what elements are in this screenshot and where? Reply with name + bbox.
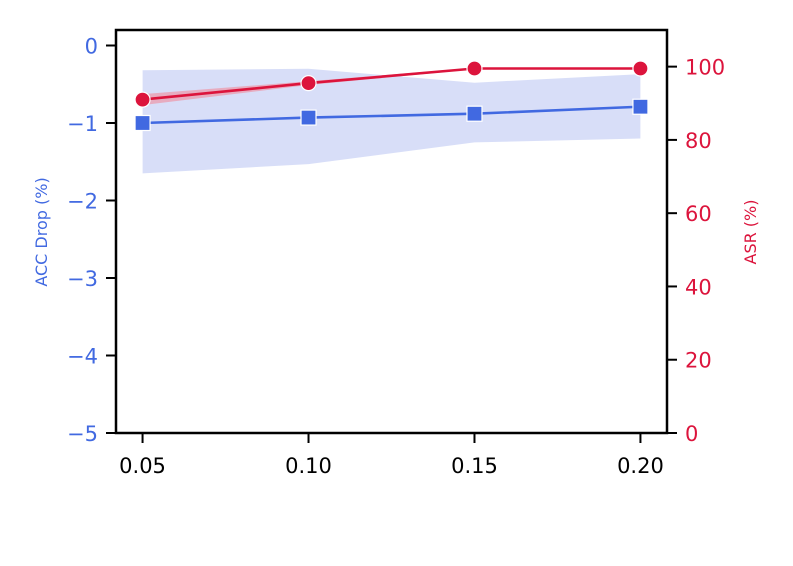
left-tick-label: −4 xyxy=(67,345,98,369)
x-tick-label: 0.15 xyxy=(451,454,498,478)
x-tick-label: 0.10 xyxy=(285,454,332,478)
left-axis-label: ACC Drop (%) xyxy=(32,177,51,286)
line-left xyxy=(142,105,641,125)
point-square-2 xyxy=(466,105,483,122)
right-tick-label: 80 xyxy=(685,129,712,153)
right-tick-label: 40 xyxy=(685,275,712,299)
right-axis-ticks: 0 20 40 60 80 100 xyxy=(667,56,725,446)
right-axis-label: ASR (%) xyxy=(741,200,760,265)
right-tick-label: 60 xyxy=(685,202,712,226)
point-circle-0 xyxy=(134,91,151,108)
left-tick-label: −3 xyxy=(67,267,98,291)
line-right xyxy=(142,67,641,101)
x-tick-label: 0.05 xyxy=(119,454,166,478)
x-axis-ticks: 0.05 0.10 0.15 0.20 xyxy=(119,433,664,478)
point-circle-3 xyxy=(632,60,649,77)
right-tick-label: 100 xyxy=(685,56,725,80)
point-square-0 xyxy=(134,114,151,132)
right-tick-label: 20 xyxy=(685,349,712,373)
right-tick-label: 0 xyxy=(685,422,698,446)
series-markers xyxy=(134,60,649,132)
x-tick-label: 0.20 xyxy=(617,454,664,478)
plot-frame xyxy=(114,28,669,435)
series-lines xyxy=(142,67,641,125)
point-circle-1 xyxy=(300,75,317,92)
left-tick-label: 0 xyxy=(85,35,98,59)
point-circle-2 xyxy=(466,60,483,77)
left-tick-label: −1 xyxy=(67,112,98,136)
left-axis-ticks: 0 −1 −2 −3 −4 −5 xyxy=(67,35,116,446)
band-left xyxy=(142,68,641,174)
point-square-3 xyxy=(632,98,649,115)
point-square-1 xyxy=(300,109,317,126)
left-tick-label: −5 xyxy=(67,422,98,446)
left-tick-label: −2 xyxy=(67,190,98,214)
